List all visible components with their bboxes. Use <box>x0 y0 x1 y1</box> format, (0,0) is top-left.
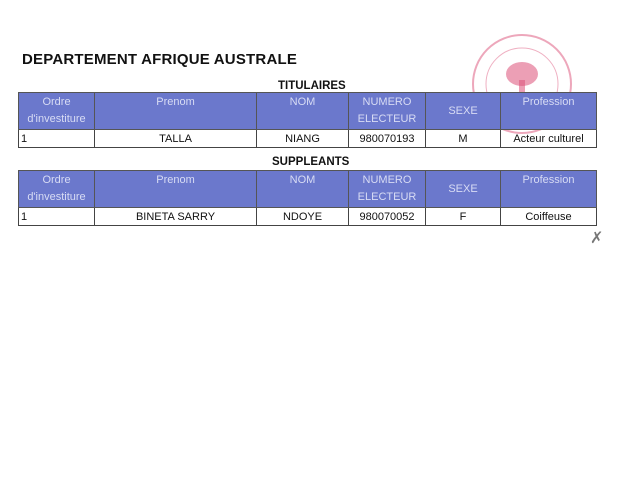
cell-nom: NDOYE <box>256 207 349 226</box>
col-nom: NOM <box>256 92 349 130</box>
suppleants-table: Ordre d'investiture Prenom NOM NUMERO EL… <box>18 170 597 226</box>
cell-numero: 980070193 <box>348 129 426 148</box>
cell-sexe: F <box>425 207 501 226</box>
suppleants-heading: SUPPLEANTS <box>272 156 350 168</box>
col-prenom: Prenom <box>94 170 257 208</box>
cell-sexe: M <box>425 129 501 148</box>
cell-profession: Acteur culturel <box>500 129 597 148</box>
col-nom: NOM <box>256 170 349 208</box>
pen-mark-icon: ✗ <box>590 230 604 247</box>
titulaires-heading: TITULAIRES <box>278 80 346 92</box>
table-row: 1 BINETA SARRY NDOYE 980070052 F Coiffeu… <box>18 207 597 226</box>
page-title: DEPARTEMENT AFRIQUE AUSTRALE <box>22 51 298 68</box>
col-numero: NUMERO ELECTEUR <box>348 170 426 208</box>
cell-nom: NIANG <box>256 129 349 148</box>
col-sexe: SEXE <box>425 170 501 208</box>
cell-profession: Coiffeuse <box>500 207 597 226</box>
cell-prenom: BINETA SARRY <box>94 207 257 226</box>
titulaires-table: Ordre d'investiture Prenom NOM NUMERO EL… <box>18 92 597 148</box>
col-ordre: Ordre d'investiture <box>18 170 95 208</box>
col-profession: Profession <box>500 92 597 130</box>
col-ordre: Ordre d'investiture <box>18 92 95 130</box>
cell-prenom: TALLA <box>94 129 257 148</box>
cell-ordre: 1 <box>18 207 95 226</box>
table-row: 1 TALLA NIANG 980070193 M Acteur culture… <box>18 129 597 148</box>
cell-numero: 980070052 <box>348 207 426 226</box>
col-prenom: Prenom <box>94 92 257 130</box>
col-numero: NUMERO ELECTEUR <box>348 92 426 130</box>
col-profession: Profession <box>500 170 597 208</box>
cell-ordre: 1 <box>18 129 95 148</box>
col-sexe: SEXE <box>425 92 501 130</box>
